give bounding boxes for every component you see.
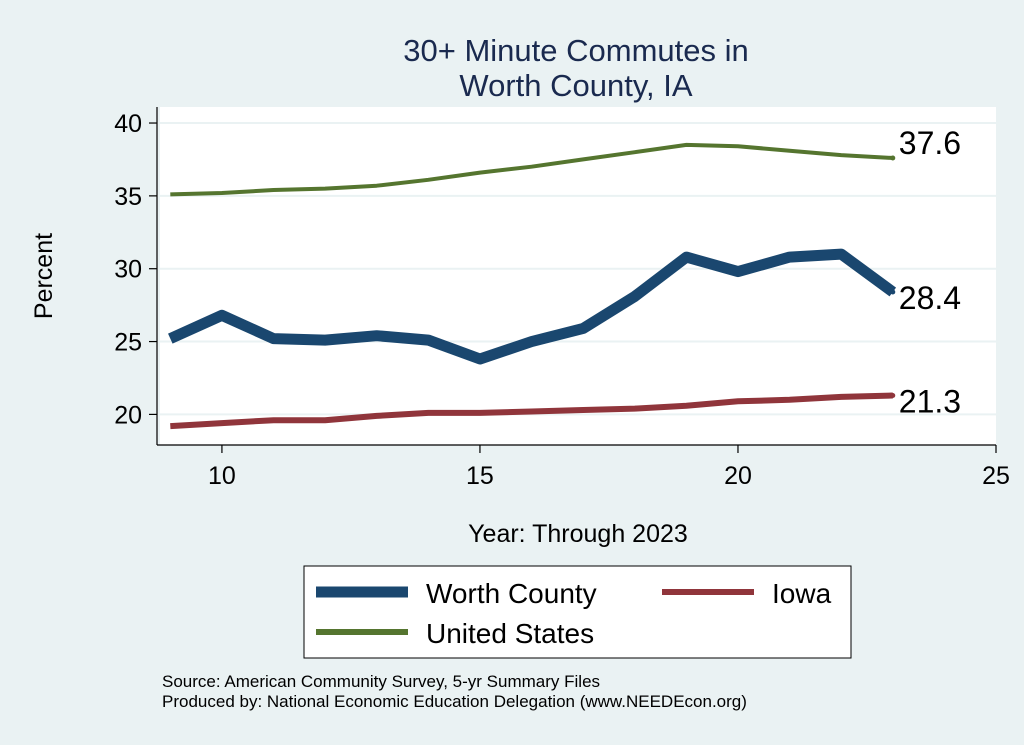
legend-label-iowa: Iowa [772, 578, 832, 609]
series-line-iowa [170, 392, 893, 430]
x-tick-label: 25 [982, 462, 1010, 490]
legend-label-united-states: United States [426, 618, 594, 649]
y-tick-label: 30 [114, 256, 142, 284]
x-axis-ticks: 10 15 20 25 [208, 445, 1010, 490]
legend-label-worth-county: Worth County [426, 578, 597, 609]
series-line-united-states [170, 142, 893, 197]
end-label-worth-county: 28.4 [899, 280, 961, 316]
end-label-iowa: 21.3 [899, 383, 961, 419]
series-line-worth-county [168, 248, 897, 365]
end-label-united-states: 37.6 [899, 125, 961, 161]
series-end-point-worth-county [890, 289, 896, 295]
series-group: 28.4 21.3 37.6 [168, 125, 961, 430]
y-tick-label: 20 [114, 401, 142, 429]
x-tick-label: 10 [208, 462, 236, 490]
y-tick-label: 40 [114, 110, 142, 138]
chart-title-line-1: 30+ Minute Commutes in [403, 33, 748, 68]
series-end-point-united-states [890, 155, 896, 161]
x-tick-label: 20 [724, 462, 752, 490]
legend-box [303, 565, 852, 659]
series-end-point-iowa [890, 392, 896, 398]
y-tick-label: 35 [114, 183, 142, 211]
y-axis-label: Percent [30, 233, 58, 319]
produced-by-note: Produced by: National Economic Education… [162, 692, 747, 711]
source-note: Source: American Community Survey, 5-yr … [162, 672, 600, 691]
x-tick-label: 15 [466, 462, 494, 490]
x-axis-label: Year: Through 2023 [468, 520, 688, 548]
y-tick-label: 25 [114, 329, 142, 357]
y-axis-ticks: 20 25 30 35 40 [114, 110, 157, 429]
plot-area [160, 107, 996, 445]
chart-title-line-2: Worth County, IA [459, 68, 692, 103]
